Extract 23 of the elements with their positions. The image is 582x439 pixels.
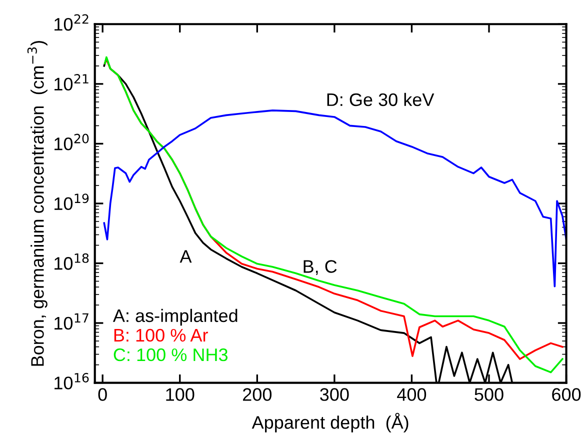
annotation: B, C (304, 260, 337, 276)
y-tick-label: 10$^{20}$ (54, 134, 89, 150)
x-tick-label: 100 (166, 388, 194, 401)
y-tick-label: 10$^{18}$ (54, 253, 89, 270)
x-tick-label: 600 (552, 388, 581, 401)
x-tick-label: 500 (474, 388, 504, 401)
x-tick-label: 400 (397, 388, 426, 401)
text: C: 100 % NH3 (114, 348, 228, 362)
x-tick-label: 0 (98, 388, 107, 401)
y-tick-label: 10$^{16}$ (54, 372, 89, 390)
x-tick-label: 300 (320, 388, 349, 401)
x-axis-title: Apparent depth (Å) (252, 412, 408, 432)
y-tick-label: 10$^{21}$ (54, 74, 88, 91)
x-tick-label: 200 (243, 388, 272, 401)
text: B: 100 % Ar (114, 328, 208, 342)
y-tick-label: 10$^{19}$ (54, 194, 89, 210)
annotation: D: Ge 30 keV (327, 92, 434, 106)
annotation: A (180, 250, 192, 263)
text: A: as-implanted (112, 308, 238, 326)
y-tick-label: 10$^{17}$ (54, 313, 88, 330)
y-axis-title: Boron, germanium concentration (cm$^{−3}$) (27, 40, 48, 366)
line-series (103, 110, 566, 288)
y-tick-label: 10$^{22}$ (54, 14, 88, 31)
